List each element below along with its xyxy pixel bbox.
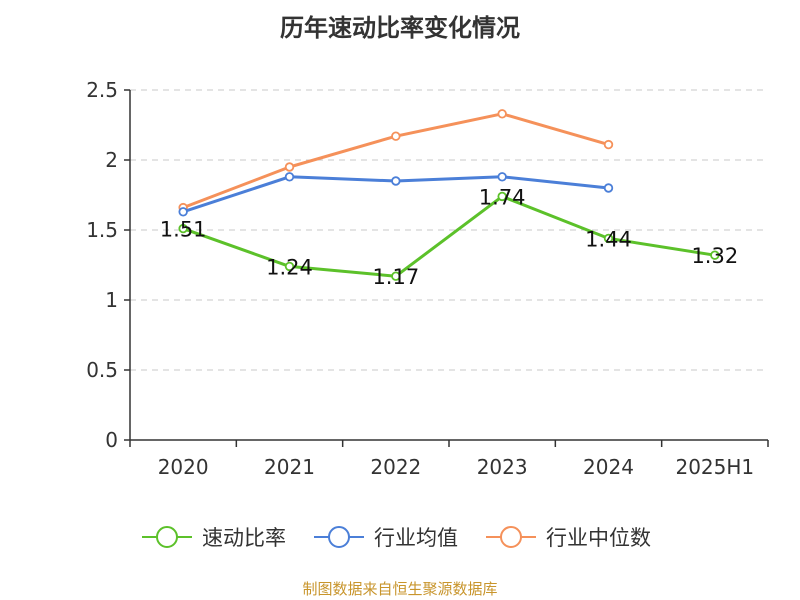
series-line — [182, 112, 609, 210]
data-point — [603, 233, 614, 244]
legend-item[interactable]: 行业均值 — [314, 526, 458, 550]
source-note: 制图数据来自恒生聚源数据库 — [302, 580, 498, 598]
data-label: 1.32 — [691, 244, 738, 268]
data-point — [284, 172, 295, 182]
series-lines — [178, 109, 720, 281]
legend-label: 速动比率 — [202, 526, 286, 550]
series-line — [182, 194, 716, 278]
legend-item[interactable]: 行业中位数 — [486, 526, 651, 550]
data-labels: 1.51 1.24 1.17 1.74 1.44 1.32 — [160, 185, 738, 289]
y-tick-label: 1.5 — [86, 218, 118, 242]
legend-item[interactable]: 速动比率 — [142, 526, 286, 550]
chart-title: 历年速动比率变化情况 — [280, 14, 520, 42]
data-point — [391, 271, 401, 281]
y-tick-label: 0 — [105, 428, 118, 452]
y-tick-label: 0.5 — [86, 358, 118, 382]
data-point — [284, 261, 295, 272]
axes: 0 0.5 1 1.5 2 2.5 2020 2021 2022 2023 2024 2025H1 — [86, 78, 769, 479]
x-tick-label: 2024 — [583, 455, 634, 479]
data-label: 1.24 — [266, 255, 313, 279]
data-point — [497, 191, 507, 202]
data-point — [178, 223, 188, 234]
y-tick-label: 2.5 — [86, 78, 118, 102]
x-tick-label: 2021 — [264, 455, 315, 479]
legend-marker — [328, 526, 350, 548]
data-label: 1.17 — [372, 265, 419, 289]
legend-marker — [500, 526, 522, 548]
data-point — [391, 176, 401, 186]
grid-lines — [130, 89, 768, 371]
data-point — [284, 162, 295, 172]
data-point — [391, 131, 401, 141]
data-point — [710, 250, 720, 260]
data-point — [603, 139, 614, 150]
y-tick-label: 1 — [105, 288, 118, 312]
legend-label: 行业中位数 — [546, 526, 651, 550]
legend-marker — [156, 526, 178, 548]
data-point — [497, 109, 507, 119]
legend-label: 行业均值 — [374, 526, 458, 550]
data-point — [497, 172, 507, 182]
x-tick-label: 2022 — [370, 455, 421, 479]
x-tick-label: 2020 — [158, 455, 209, 479]
legend[interactable]: 速动比率 行业均值 行业中位数 — [142, 526, 651, 550]
y-tick-label: 2 — [105, 148, 118, 172]
data-point — [178, 207, 188, 217]
data-point — [603, 183, 614, 193]
data-label: 1.44 — [585, 227, 632, 251]
data-label: 1.51 — [160, 218, 207, 242]
x-tick-label: 2023 — [477, 455, 528, 479]
data-label: 1.74 — [479, 185, 526, 209]
x-tick-label: 2025H1 — [675, 455, 754, 479]
